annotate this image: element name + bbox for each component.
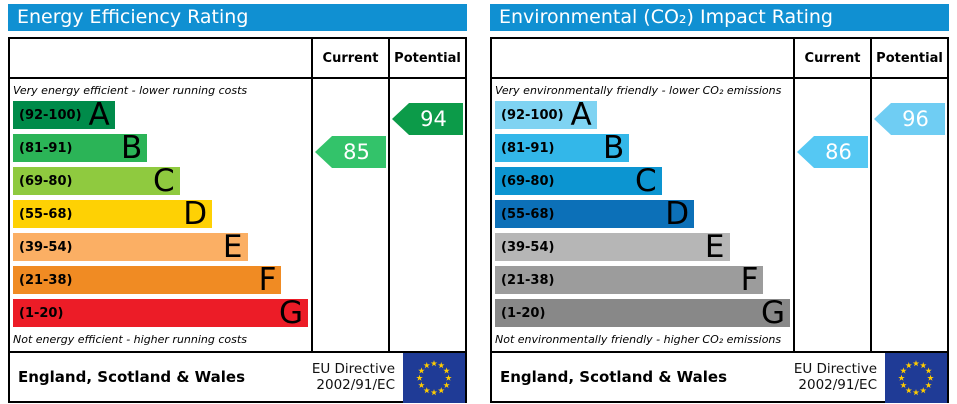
band-range-label: (39-54) (19, 239, 73, 255)
band-row-b: (81-91) B (495, 130, 790, 166)
top-note: Very environmentally friendly - lower CO… (495, 84, 782, 97)
energy-band-g-bar: (1-20) G (13, 295, 308, 331)
environmental-bands-area: Very environmentally friendly - lower CO… (492, 79, 793, 351)
eu-flag-icon (403, 353, 465, 403)
top-note: Very energy efficient - lower running co… (13, 84, 248, 97)
environmental-impact-panel: Environmental (CO₂) Impact Rating Curren… (490, 4, 949, 403)
potential-rating-arrow: 94 (392, 103, 463, 135)
band-range-label: (92-100) (19, 107, 82, 123)
bottom-note: Not energy efficient - higher running co… (13, 333, 247, 346)
eu-directive-label: EU Directive 2002/91/EC (311, 360, 395, 393)
potential-rating-arrow: 96 (874, 103, 945, 135)
current-column-header: Current (793, 39, 870, 79)
band-range-label: (1-20) (19, 305, 64, 321)
co2-band-b-bar: (81-91) B (495, 130, 630, 166)
co2-band-f-bar: (21-38) F (495, 262, 764, 298)
co2-band-a-bar: (92-100) A (495, 97, 597, 133)
band-row-g: (1-20) G (13, 295, 308, 331)
potential-rating-value: 96 (902, 107, 929, 131)
band-row-d: (55-68) D (13, 196, 308, 232)
band-range-label: (81-91) (19, 140, 73, 156)
band-range-label: (55-68) (501, 206, 555, 222)
bottom-note: Not environmentally friendly - higher CO… (495, 333, 782, 346)
band-letter: B (120, 130, 143, 166)
band-letter: C (153, 163, 175, 199)
band-letter: F (258, 262, 277, 298)
band-letter: B (602, 130, 625, 166)
energy-potential-column: 94 (388, 79, 465, 351)
potential-rating-value: 94 (420, 107, 447, 131)
band-range-label: (21-38) (19, 272, 73, 288)
co2-band-d-bar: (55-68) D (495, 196, 695, 232)
band-letter: G (278, 295, 303, 331)
band-row-a: (92-100) A (13, 97, 308, 133)
band-letter: G (760, 295, 785, 331)
eu-flag-icon (885, 353, 947, 403)
band-row-c: (69-80) C (13, 163, 308, 199)
potential-column-header: Potential (388, 39, 465, 79)
energy-band-b-bar: (81-91) B (13, 130, 148, 166)
band-row-a: (92-100) A (495, 97, 790, 133)
band-letter: F (740, 262, 759, 298)
potential-column-header: Potential (870, 39, 947, 79)
band-range-label: (92-100) (501, 107, 564, 123)
energy-panel-title: Energy Efficiency Rating (8, 4, 467, 31)
energy-efficiency-panel: Energy Efficiency Rating Current Potenti… (8, 4, 467, 403)
eu-directive-label: EU Directive 2002/91/EC (793, 360, 877, 393)
region-label: England, Scotland & Wales (18, 368, 246, 386)
co2-band-e-bar: (39-54) E (495, 229, 730, 265)
empty-header-cell (492, 39, 793, 79)
band-row-d: (55-68) D (495, 196, 790, 232)
energy-band-a-bar: (92-100) A (13, 97, 115, 133)
environmental-panel-title: Environmental (CO₂) Impact Rating (490, 4, 949, 31)
environmental-panel-footer: England, Scotland & Wales EU Directive 2… (492, 351, 947, 403)
co2-band-c-bar: (69-80) C (495, 163, 662, 199)
band-letter: C (635, 163, 657, 199)
energy-band-c-bar: (69-80) C (13, 163, 180, 199)
band-range-label: (81-91) (501, 140, 555, 156)
band-row-b: (81-91) B (13, 130, 308, 166)
band-row-c: (69-80) C (495, 163, 790, 199)
band-letter: A (88, 97, 110, 133)
energy-current-column: 85 (311, 79, 388, 351)
current-rating-arrow: 86 (797, 136, 868, 168)
energy-band-d-bar: (55-68) D (13, 196, 213, 232)
band-range-label: (39-54) (501, 239, 555, 255)
energy-bands-area: Very energy efficient - lower running co… (10, 79, 311, 351)
co2-band-g-bar: (1-20) G (495, 295, 790, 331)
current-rating-value: 86 (825, 140, 852, 164)
band-row-e: (39-54) E (495, 229, 790, 265)
band-letter: E (704, 229, 725, 265)
energy-band-e-bar: (39-54) E (13, 229, 248, 265)
current-rating-value: 85 (343, 140, 370, 164)
band-row-g: (1-20) G (495, 295, 790, 331)
band-letter: E (222, 229, 243, 265)
band-range-label: (55-68) (19, 206, 73, 222)
co2-potential-column: 96 (870, 79, 947, 351)
energy-rating-table: Current Potential Very energy efficient … (8, 37, 467, 403)
band-range-label: (21-38) (501, 272, 555, 288)
band-row-e: (39-54) E (13, 229, 308, 265)
band-range-label: (69-80) (19, 173, 73, 189)
current-column-header: Current (311, 39, 388, 79)
band-letter: D (183, 196, 208, 232)
band-row-f: (21-38) F (495, 262, 790, 298)
empty-header-cell (10, 39, 311, 79)
energy-band-f-bar: (21-38) F (13, 262, 282, 298)
band-letter: A (570, 97, 592, 133)
energy-panel-footer: England, Scotland & Wales EU Directive 2… (10, 351, 465, 403)
co2-current-column: 86 (793, 79, 870, 351)
region-label: England, Scotland & Wales (500, 368, 728, 386)
band-range-label: (1-20) (501, 305, 546, 321)
band-letter: D (665, 196, 690, 232)
environmental-rating-table: Current Potential Very environmentally f… (490, 37, 949, 403)
band-range-label: (69-80) (501, 173, 555, 189)
current-rating-arrow: 85 (315, 136, 386, 168)
band-row-f: (21-38) F (13, 262, 308, 298)
